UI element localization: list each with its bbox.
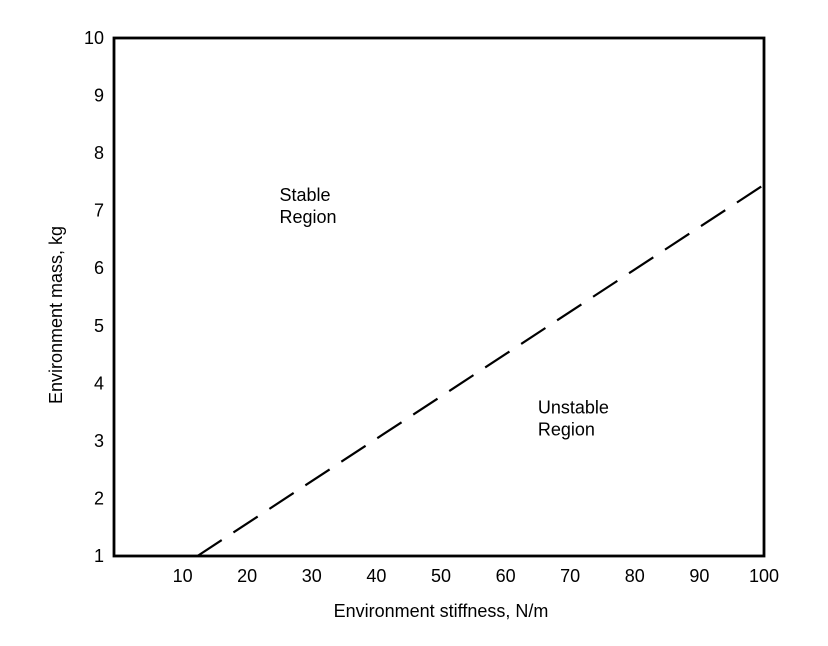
- stable-region-label: Stable Region: [280, 185, 337, 227]
- x-tick-label: 10: [173, 566, 193, 586]
- y-tick-label: 10: [84, 28, 104, 48]
- y-tick-label: 5: [94, 316, 104, 336]
- unstable-region-label: Unstable Region: [538, 398, 609, 440]
- y-tick-label: 1: [94, 546, 104, 566]
- y-tick-label: 4: [94, 373, 104, 393]
- x-axis-title: Environment stiffness, N/m: [334, 601, 549, 621]
- y-tick-labels: 1 2 3 4 5 6 7 8 9 10: [84, 28, 104, 566]
- y-tick-label: 2: [94, 488, 104, 508]
- x-tick-labels: 10 20 30 40 50 60 70 80 90 100: [173, 566, 779, 586]
- x-tick-label: 70: [560, 566, 580, 586]
- y-tick-label: 6: [94, 258, 104, 278]
- x-tick-label: 30: [302, 566, 322, 586]
- y-tick-label: 9: [94, 86, 104, 106]
- x-tick-label: 60: [496, 566, 516, 586]
- y-tick-label: 7: [94, 201, 104, 221]
- region-annotations: Stable Region Unstable Region: [280, 185, 609, 440]
- x-tick-label: 100: [749, 566, 779, 586]
- x-tick-label: 40: [366, 566, 386, 586]
- y-tick-label: 3: [94, 431, 104, 451]
- y-tick-label: 8: [94, 143, 104, 163]
- x-tick-label: 90: [689, 566, 709, 586]
- plot-frame: [112, 36, 766, 558]
- stability-boundary-line: [196, 183, 765, 557]
- x-tick-label: 20: [237, 566, 257, 586]
- x-tick-label: 80: [625, 566, 645, 586]
- x-tick-label: 50: [431, 566, 451, 586]
- y-axis-title: Environment mass, kg: [46, 226, 66, 404]
